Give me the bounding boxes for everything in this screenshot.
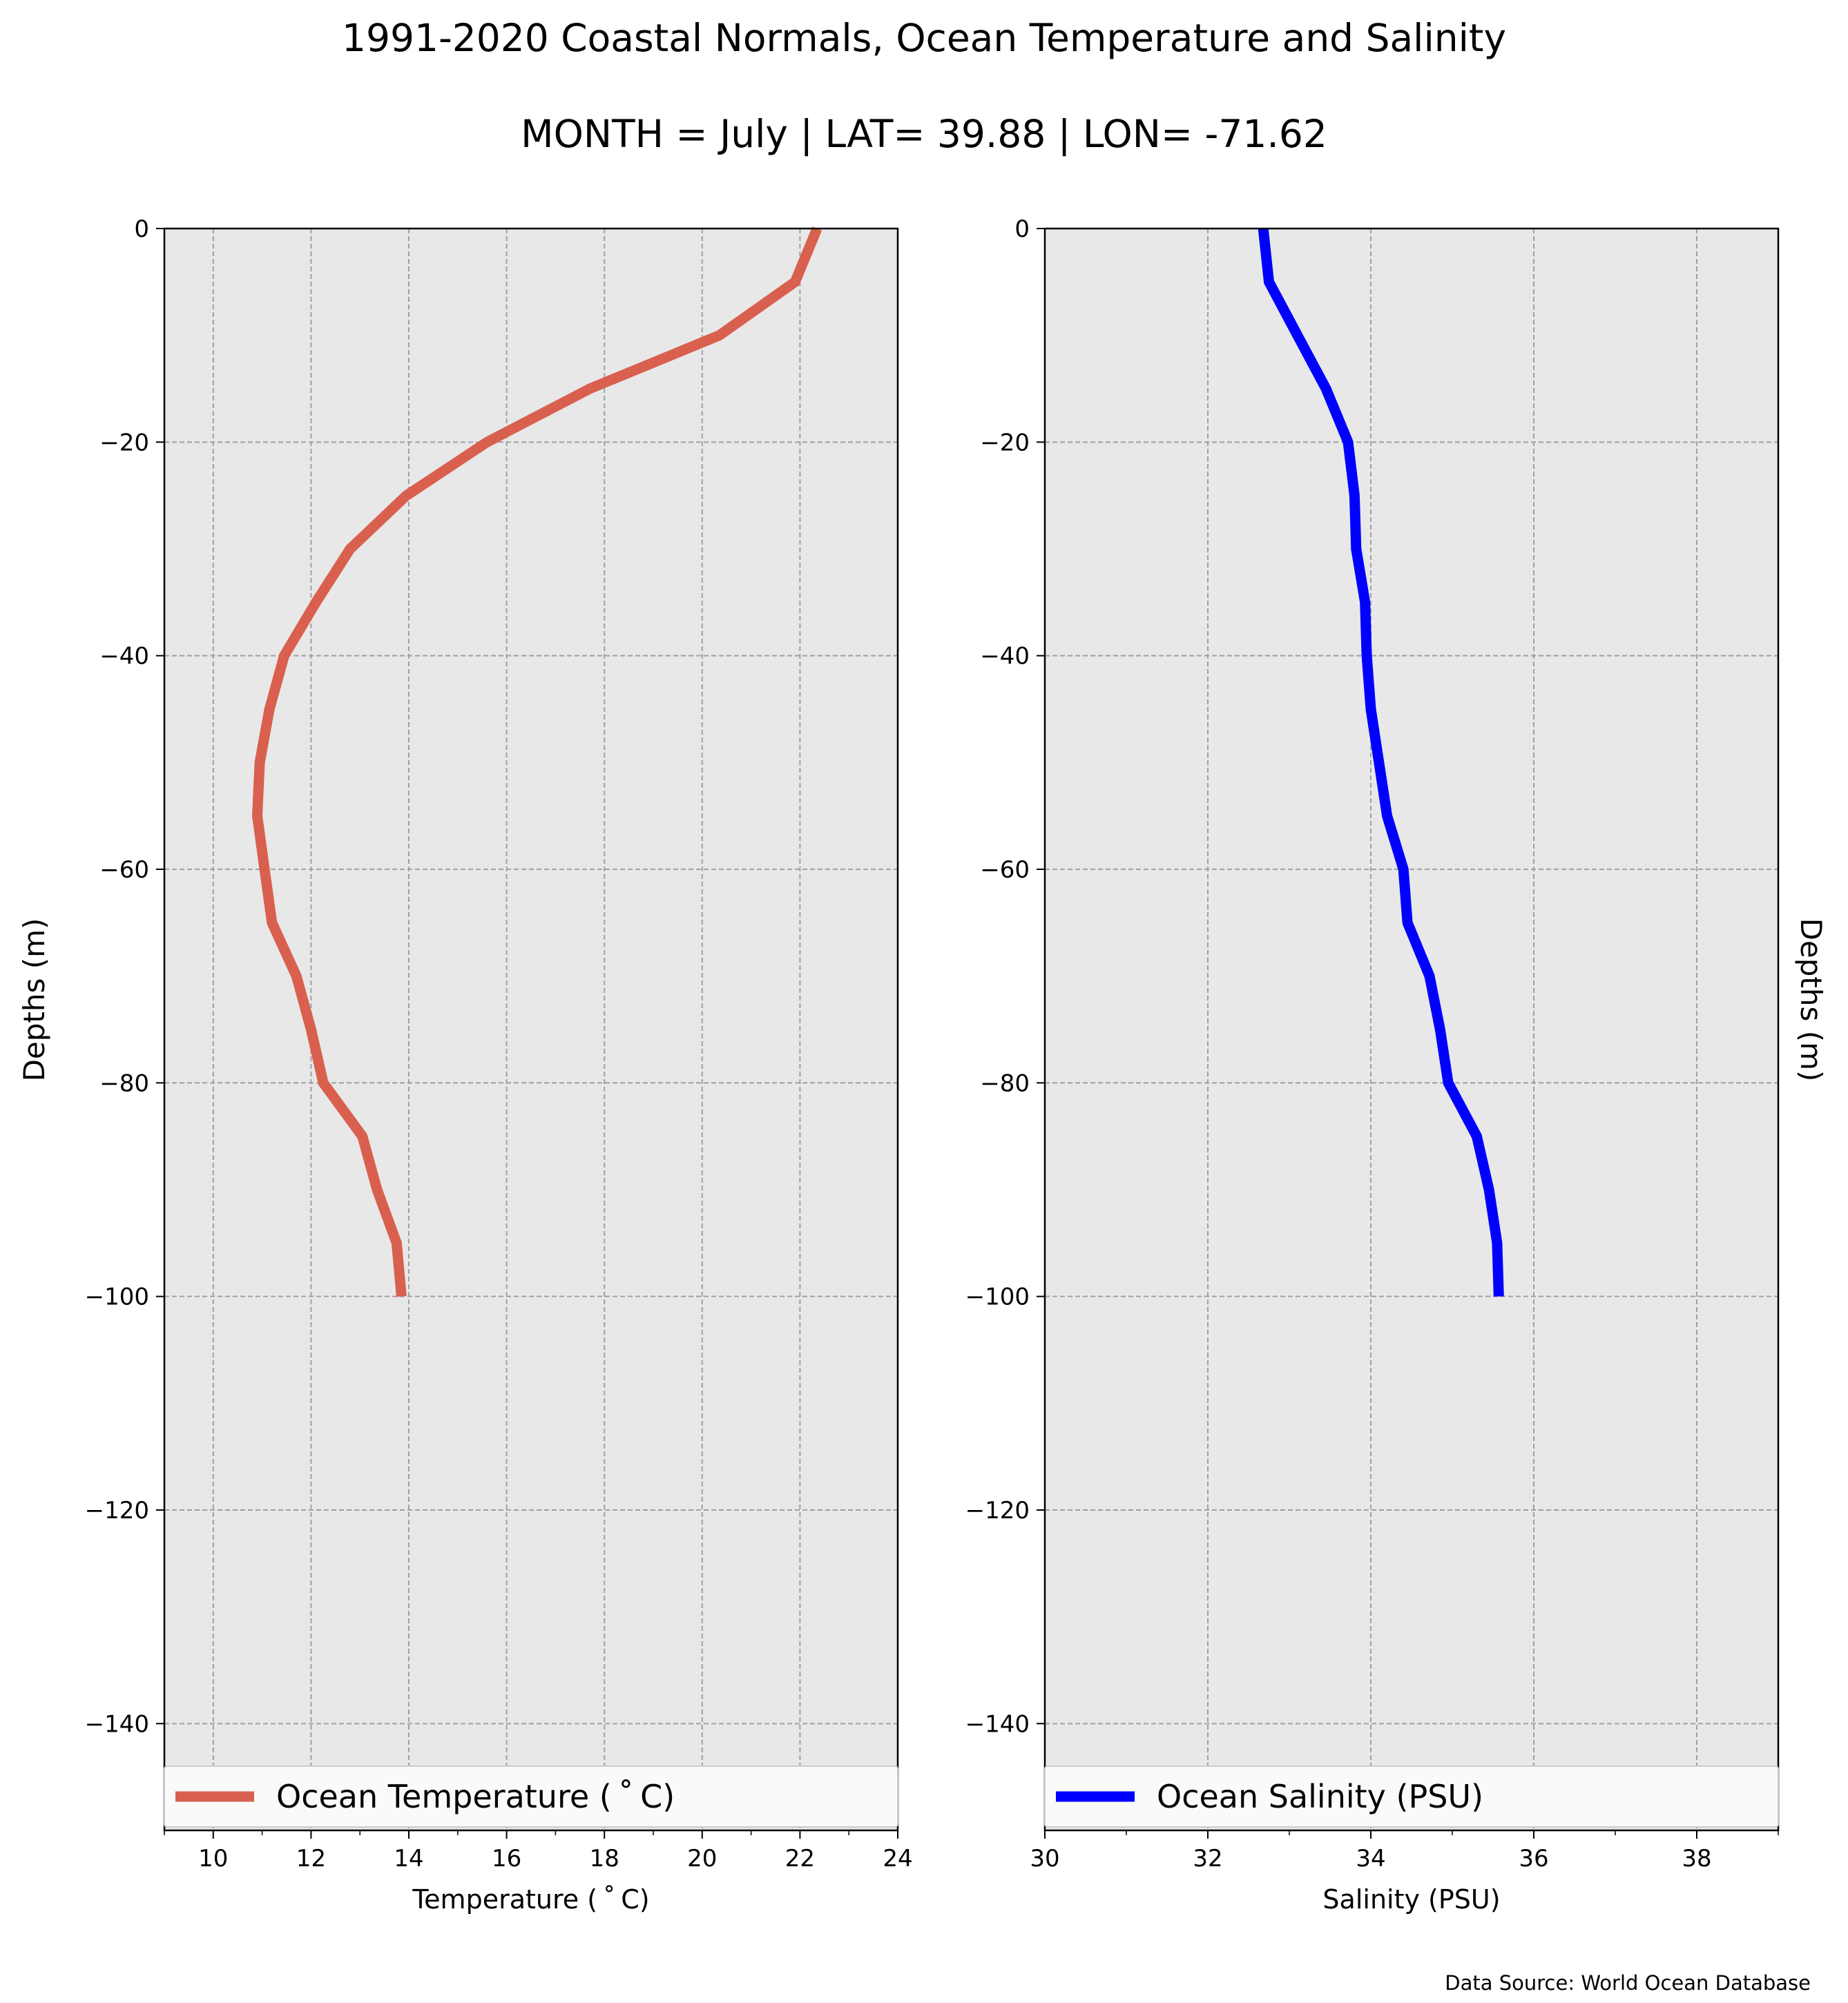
- temp-x-tick-label: 24: [883, 1845, 912, 1873]
- sal-x-axis-label: Salinity (PSU): [1322, 1884, 1500, 1915]
- chart-title: 1991-2020 Coastal Normals, Ocean Tempera…: [342, 16, 1506, 60]
- sal-y-tick-label: −140: [965, 1710, 1030, 1738]
- temp-y-tick-label: −20: [99, 429, 149, 456]
- sal-x-tick-label: 38: [1682, 1845, 1711, 1873]
- sal-y-tick-label: −80: [980, 1070, 1030, 1097]
- left-y-axis-label: Depths (m): [17, 918, 51, 1082]
- temp-legend-box: [164, 1765, 898, 1828]
- temp-x-tick-label: 16: [492, 1845, 521, 1873]
- sal-y-tick-label: 0: [1014, 215, 1030, 243]
- temp-y-tick-label: −40: [99, 643, 149, 670]
- data-source-note: Data Source: World Ocean Database: [1445, 1971, 1811, 1995]
- temp-y-tick-label: −140: [85, 1710, 149, 1738]
- temp-x-tick-label: 12: [296, 1845, 326, 1873]
- sal-y-tick-label: −20: [980, 429, 1030, 456]
- temp-x-tick-label: 18: [590, 1845, 619, 1873]
- temp-x-tick-label: 10: [198, 1845, 228, 1873]
- temp-x-axis-label: Temperature ( ˚ C): [412, 1884, 649, 1915]
- temp-plot-area: [164, 229, 898, 1830]
- sal-legend-label: Ocean Salinity (PSU): [1157, 1778, 1483, 1815]
- temp-legend-label: Ocean Temperature ( ˚ C): [276, 1778, 675, 1815]
- right-y-axis-label: Depths (m): [1794, 918, 1828, 1082]
- sal-x-tick-label: 32: [1193, 1845, 1222, 1873]
- sal-legend-box: [1044, 1765, 1779, 1828]
- temp-x-tick-label: 22: [785, 1845, 815, 1873]
- temp-x-tick-label: 20: [687, 1845, 717, 1873]
- sal-y-tick-label: −40: [980, 643, 1030, 670]
- temp-y-tick-label: −100: [85, 1284, 149, 1311]
- sal-x-tick-label: 30: [1030, 1845, 1059, 1873]
- temperature-panel: 10 12 14 16 18 20 22 24 0 −20 −40 −60 −80 −100 −120 −14…: [85, 215, 913, 1915]
- sal-x-tick-label: 34: [1356, 1845, 1385, 1873]
- temp-y-tick-label: −80: [99, 1070, 149, 1097]
- temp-axes-frame: [163, 227, 899, 1832]
- temp-y-tick-label: 0: [134, 215, 149, 243]
- temp-x-tick-label: 14: [394, 1845, 423, 1873]
- sal-y-tick-label: −100: [965, 1284, 1030, 1311]
- sal-y-tick-label: −120: [965, 1497, 1030, 1525]
- sal-x-tick-label: 36: [1519, 1845, 1548, 1873]
- temp-y-tick-label: −60: [99, 856, 149, 884]
- sal-y-tick-label: −60: [980, 856, 1030, 884]
- chart-subtitle: MONTH = July | LAT= 39.88 | LON= -71.62: [521, 112, 1327, 157]
- temp-y-tick-label: −120: [85, 1497, 149, 1525]
- sal-series-line: [1258, 228, 1504, 1297]
- salinity-panel: 30 32 34 36 38 0 −20 −40 −60 −80 −100 −120 −140 Salin…: [965, 215, 1780, 1915]
- sal-axes-frame: [1043, 227, 1780, 1832]
- sal-plot-area: [1045, 229, 1778, 1830]
- temp-series-line: [251, 226, 822, 1297]
